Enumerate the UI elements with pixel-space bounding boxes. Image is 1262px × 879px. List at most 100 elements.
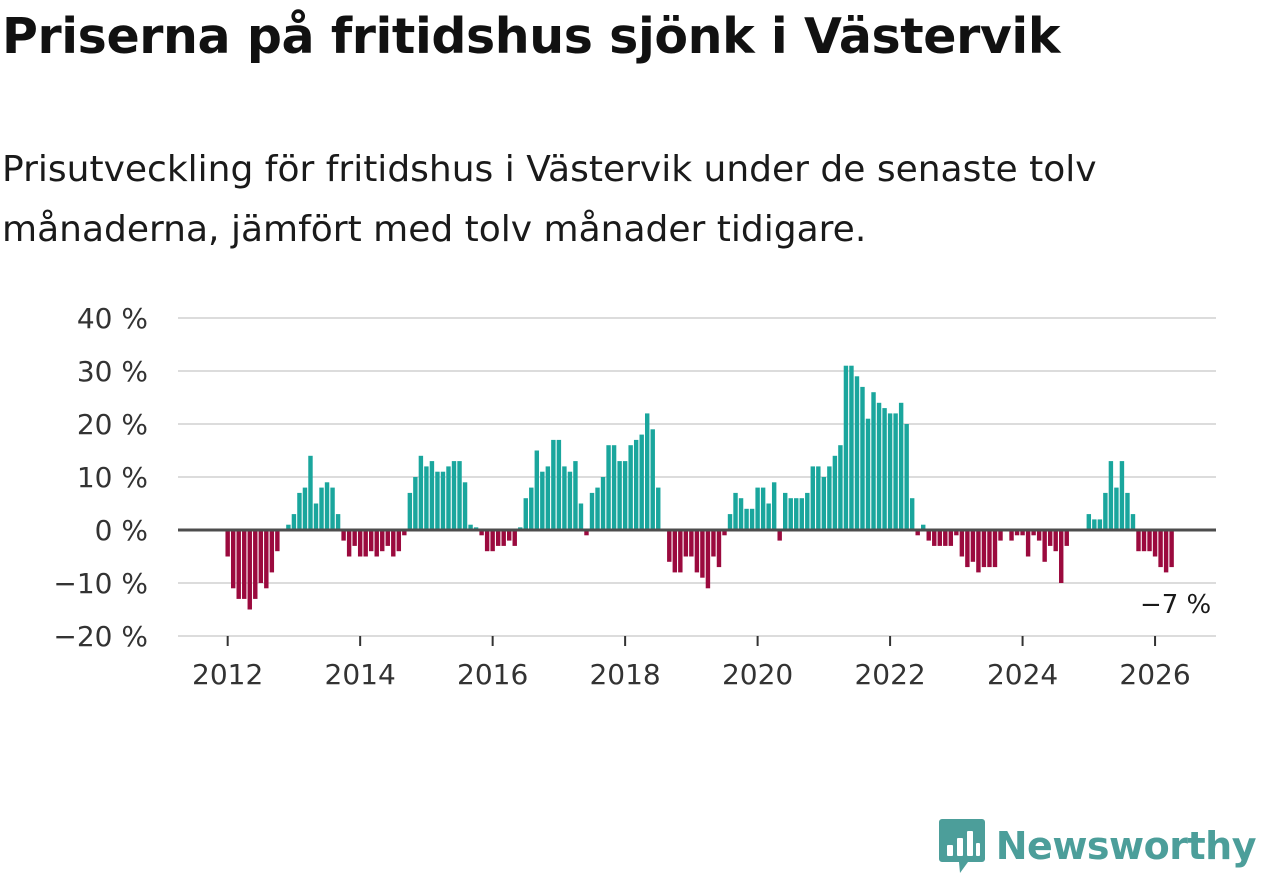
bar <box>573 461 578 530</box>
bar <box>396 530 402 552</box>
bar <box>744 508 749 530</box>
bar <box>374 530 379 557</box>
bar <box>865 418 871 530</box>
bar <box>821 477 827 530</box>
bar <box>424 466 429 530</box>
bar <box>749 508 755 530</box>
bar <box>247 530 252 610</box>
bar <box>849 365 854 530</box>
bar <box>860 386 865 530</box>
bar <box>346 530 352 557</box>
bar <box>578 503 584 530</box>
brand-logo: Newsworthy <box>938 817 1257 875</box>
bar <box>308 455 313 530</box>
bar <box>937 530 942 546</box>
last-value-label: −7 % <box>1140 590 1211 620</box>
y-tick-label: 10 % <box>77 461 148 494</box>
bar <box>512 530 517 546</box>
bar <box>970 530 976 562</box>
x-tick-label: 2022 <box>854 658 925 691</box>
gridlines <box>178 317 1216 637</box>
bar <box>402 530 407 536</box>
bar <box>760 487 766 530</box>
bar <box>727 514 733 530</box>
bar <box>700 530 705 578</box>
bar <box>1036 530 1042 541</box>
bar <box>275 530 280 552</box>
bar <box>567 471 573 530</box>
bar <box>457 461 462 530</box>
bar <box>633 439 639 530</box>
bar <box>716 530 722 568</box>
bar <box>413 477 418 530</box>
bar <box>827 466 832 530</box>
bar <box>545 466 551 530</box>
bar <box>959 530 965 557</box>
bar <box>672 530 678 573</box>
bar <box>606 445 611 530</box>
bar <box>921 524 926 530</box>
bar <box>738 498 744 530</box>
bar-chart: 40 % 30 % 20 % 10 % 0 % −10 % −20 % 2012 2014 201… <box>53 302 1216 691</box>
bar <box>705 530 711 589</box>
bar <box>258 530 264 583</box>
bar <box>1114 487 1119 530</box>
bar <box>1009 530 1014 541</box>
bar <box>987 530 992 568</box>
newsworthy-logo-icon <box>938 819 985 873</box>
bar <box>639 434 644 530</box>
bar <box>882 408 887 530</box>
y-tick-label: 40 % <box>77 302 148 335</box>
bar <box>523 498 528 530</box>
bar <box>981 530 987 568</box>
bar <box>529 487 534 530</box>
bar-series <box>225 365 1174 610</box>
bar <box>495 530 501 546</box>
bar <box>771 482 777 530</box>
bar <box>943 530 948 546</box>
bar <box>694 530 700 573</box>
bar <box>253 530 258 599</box>
bar <box>1108 461 1114 530</box>
bar <box>451 461 457 530</box>
bar <box>534 450 540 530</box>
bar <box>810 466 816 530</box>
bar <box>501 530 506 546</box>
bar <box>562 466 567 530</box>
bar <box>816 466 821 530</box>
x-tick-label: 2020 <box>722 658 793 691</box>
axes: 40 % 30 % 20 % 10 % 0 % −10 % −20 % 2012 2014 201… <box>53 302 1216 691</box>
bar <box>1147 530 1152 552</box>
bar <box>1125 492 1130 530</box>
bar <box>357 530 363 557</box>
bar <box>617 461 622 530</box>
bar <box>230 530 236 589</box>
bar <box>711 530 716 557</box>
bar <box>1152 530 1158 557</box>
bar <box>1042 530 1047 562</box>
bar <box>297 492 302 530</box>
bar <box>1047 530 1053 546</box>
bar <box>954 530 959 536</box>
bar <box>319 487 324 530</box>
bar <box>225 530 230 557</box>
bar <box>766 503 771 530</box>
y-tick-label: −20 % <box>53 620 148 653</box>
bar <box>446 466 451 530</box>
bar <box>440 471 446 530</box>
bar <box>998 530 1003 541</box>
bar <box>313 503 319 530</box>
bar <box>584 530 589 536</box>
bar <box>1119 461 1125 530</box>
bar <box>1141 530 1147 552</box>
x-tick-label: 2012 <box>192 658 263 691</box>
bar <box>1158 530 1163 568</box>
bar <box>805 492 810 530</box>
bar <box>926 530 931 541</box>
bar <box>540 471 545 530</box>
bar <box>915 530 920 536</box>
bar <box>799 498 804 530</box>
bar <box>385 530 390 546</box>
bar <box>1031 530 1036 536</box>
bar <box>838 445 843 530</box>
